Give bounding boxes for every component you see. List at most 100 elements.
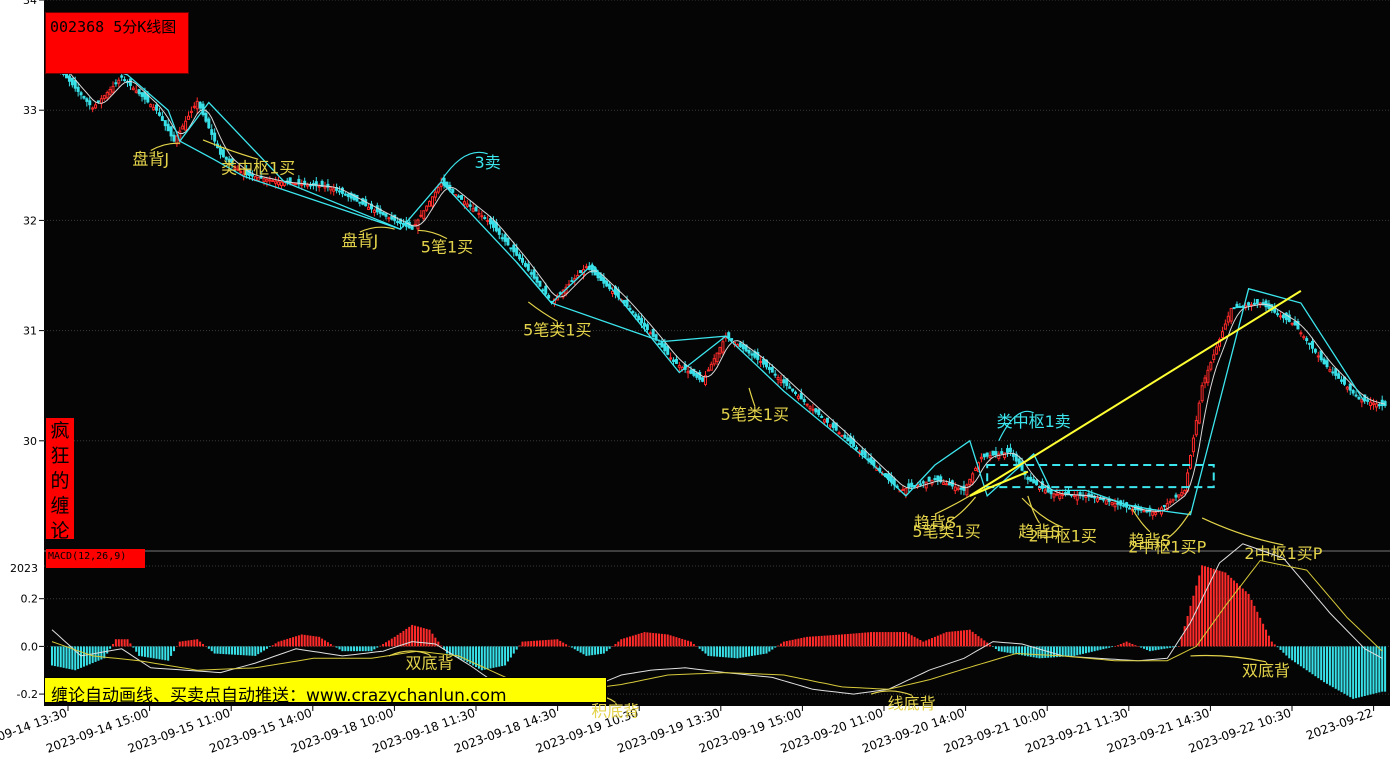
macd-bar <box>53 646 56 667</box>
candle-body <box>181 125 185 130</box>
macd-bar <box>1140 646 1143 648</box>
macd-bar <box>768 646 771 652</box>
macd-bar <box>382 644 385 647</box>
candle-body <box>317 185 321 188</box>
candle-body <box>271 180 275 183</box>
macd-bar <box>445 646 449 654</box>
candle-body <box>1203 377 1207 384</box>
candle-body <box>962 485 966 491</box>
macd-bar <box>126 639 129 647</box>
candle-body <box>634 313 638 317</box>
macd-bar <box>1102 646 1105 650</box>
macd-bar <box>353 646 356 652</box>
candle-body <box>433 191 437 198</box>
macd-bar <box>1105 646 1108 649</box>
macd-bar <box>129 643 132 647</box>
candle-body <box>1098 497 1102 500</box>
macd-bar <box>50 646 54 666</box>
candle-body <box>1035 480 1039 486</box>
macd-bar <box>1151 646 1154 651</box>
candle-body <box>1145 510 1149 513</box>
macd-bar <box>138 646 141 656</box>
macd-bar <box>913 636 916 647</box>
candle-body <box>1331 371 1335 374</box>
macd-bar <box>916 638 919 647</box>
candle-body <box>1029 476 1033 482</box>
macd-signal-label: 双底背 <box>406 654 454 673</box>
macd-bar <box>939 634 942 647</box>
macd-bar <box>184 640 187 647</box>
signal-arrow <box>998 410 1034 442</box>
candle-body <box>108 88 112 95</box>
macd-bar <box>506 646 509 662</box>
macd-bar <box>399 632 402 647</box>
signal-label: 2中枢1买 <box>1029 526 1097 545</box>
candle-body <box>468 204 472 207</box>
macd-bar <box>268 646 271 647</box>
macd-bar <box>443 646 446 650</box>
candle-body <box>308 184 312 187</box>
macd-bar <box>1099 646 1102 650</box>
candle-body <box>1290 322 1294 325</box>
candle-body <box>1354 394 1358 397</box>
macd-bar <box>704 646 707 654</box>
macd-bar <box>347 646 350 652</box>
candle-body <box>1055 493 1059 496</box>
macd-bar <box>974 633 977 647</box>
macd-bar <box>480 646 483 671</box>
candle-body <box>942 482 946 485</box>
macd-bar <box>565 644 568 647</box>
macd-bar <box>103 646 106 659</box>
macd-bar <box>832 635 835 647</box>
candle-body <box>579 270 583 274</box>
candle-body <box>390 215 394 220</box>
signal-arrow <box>417 229 448 240</box>
macd-bar <box>1221 571 1224 647</box>
macd-bar <box>980 638 983 647</box>
macd-bar <box>748 646 751 657</box>
macd-bar <box>733 646 736 659</box>
dif-line <box>51 543 1383 698</box>
candle-body <box>1281 314 1285 319</box>
macd-bar <box>85 646 88 666</box>
macd-bar <box>556 639 559 647</box>
macd-bar <box>1250 599 1253 647</box>
macd-bar <box>1116 645 1119 647</box>
macd-bar <box>1328 646 1331 686</box>
macd-bar <box>951 631 954 647</box>
macd-bar <box>1375 646 1378 694</box>
candle-body <box>457 195 461 198</box>
macd-bar <box>1308 646 1311 673</box>
macd-bar <box>422 628 425 647</box>
macd-bar <box>931 638 934 647</box>
candle-body <box>67 75 71 82</box>
macd-bar <box>233 646 236 655</box>
macd-bar <box>71 646 74 670</box>
macd-bar <box>297 635 300 647</box>
macd-bar <box>721 646 724 658</box>
macd-bar <box>1325 646 1329 684</box>
macd-bar <box>573 646 576 650</box>
candle-body <box>843 434 847 439</box>
macd-bar <box>678 638 681 647</box>
macd-bar <box>1288 646 1291 659</box>
macd-bar <box>954 631 957 647</box>
candle-body <box>332 188 336 192</box>
macd-bar <box>942 633 945 647</box>
macd-bar <box>245 646 248 656</box>
macd-bar <box>928 639 931 647</box>
macd-bar <box>1331 646 1334 688</box>
macd-bar <box>1253 605 1256 647</box>
candle-body <box>105 92 109 99</box>
macd-bar <box>660 633 663 647</box>
macd-bar <box>765 646 768 654</box>
signal-label: 5笔类1买 <box>721 405 789 424</box>
macd-bar <box>1267 635 1270 647</box>
candle-body <box>1310 340 1314 349</box>
promo-banner: 缠论自动画线、买卖点自动推送：www.crazychanlun.com <box>44 677 607 706</box>
macd-bar <box>1352 646 1355 699</box>
macd-bar <box>524 641 527 647</box>
macd-bar <box>283 639 286 647</box>
macd-bar <box>614 644 617 647</box>
macd-bar <box>1285 646 1288 656</box>
